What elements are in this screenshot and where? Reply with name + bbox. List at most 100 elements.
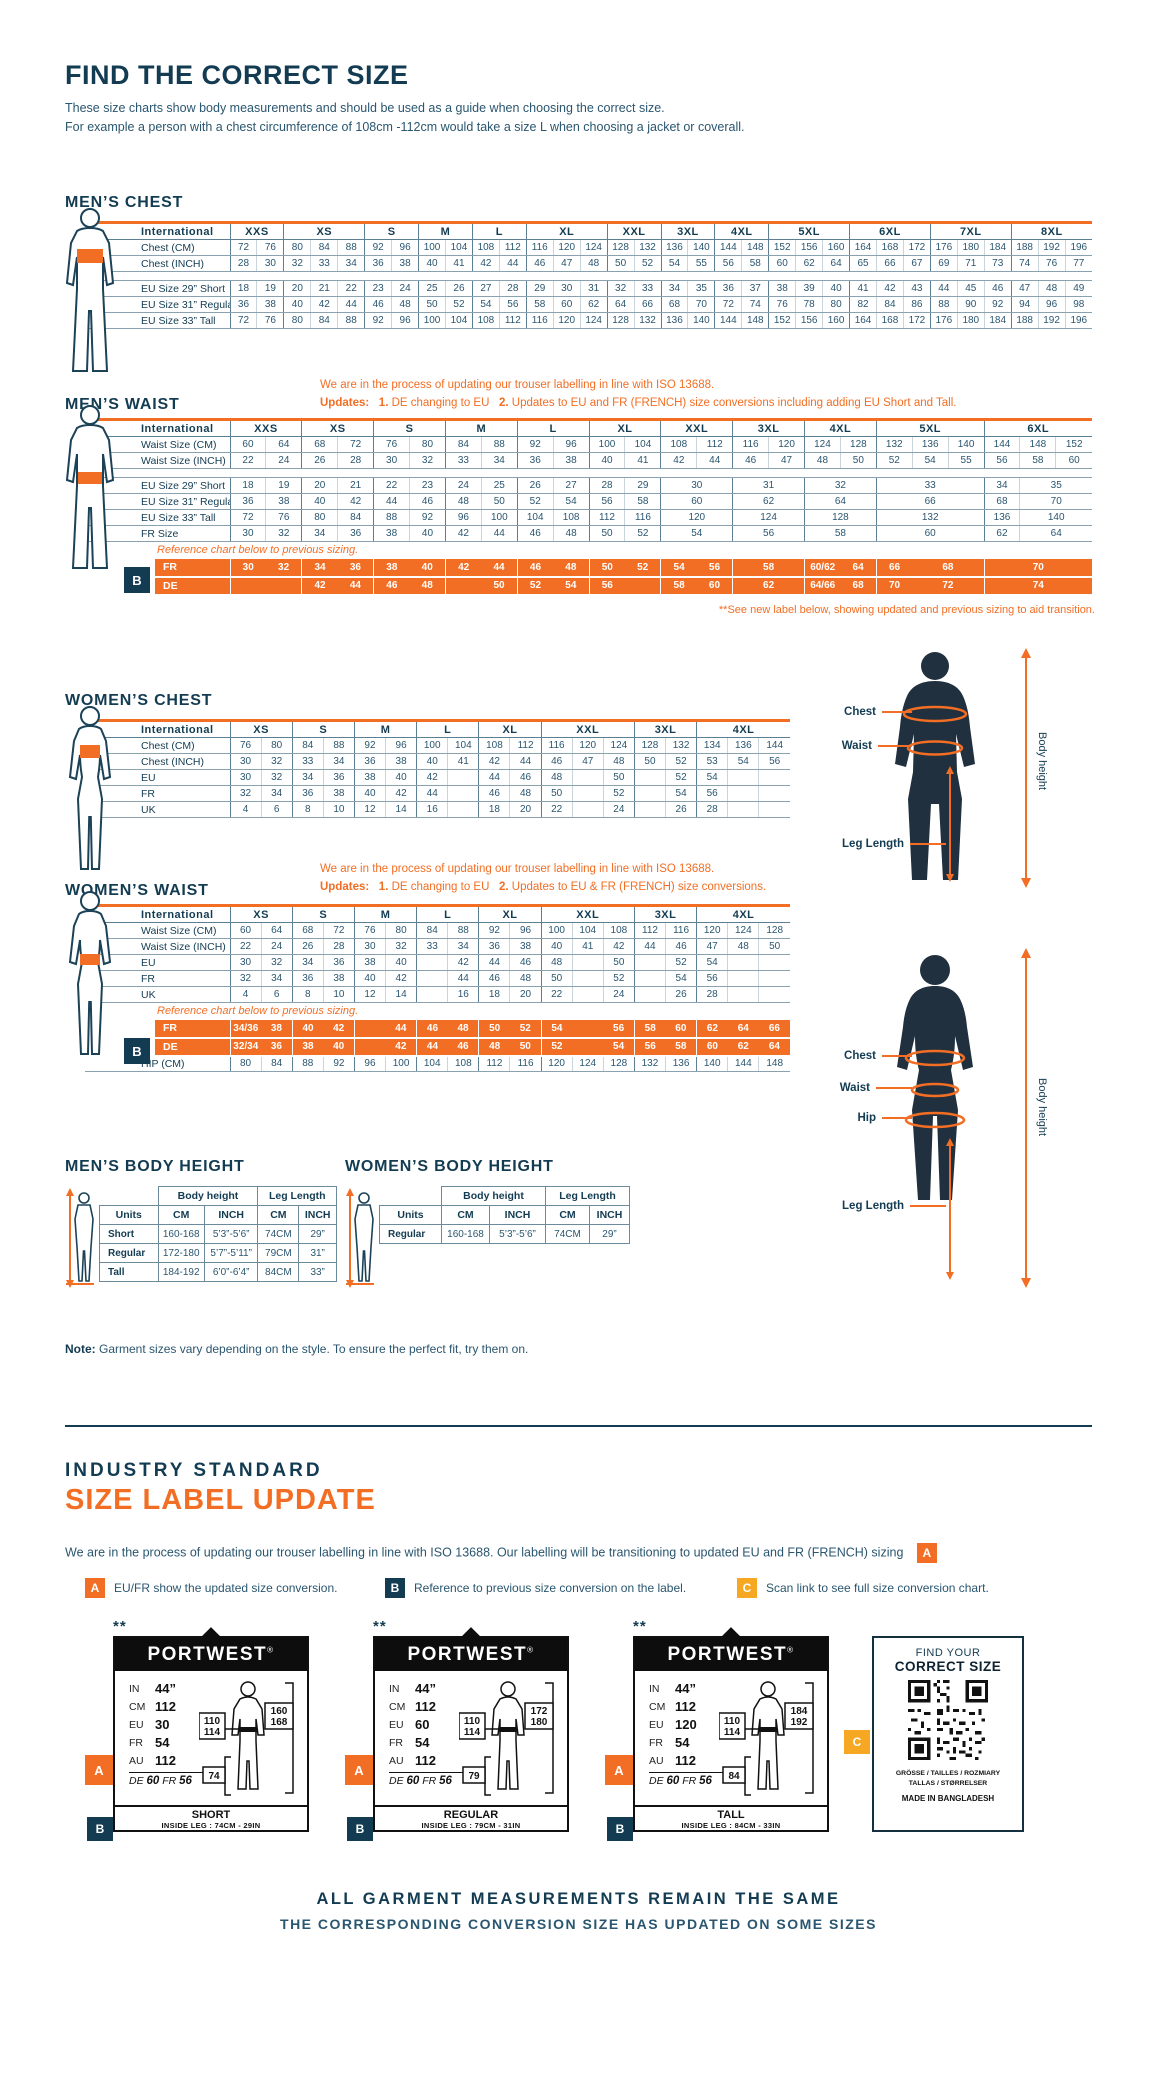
fit-name: TALL [717, 1809, 745, 1821]
c-badge-card: C [844, 1730, 870, 1754]
size-group-header: XL [478, 720, 542, 738]
gap-row [85, 271, 1092, 281]
size-cell: 53 [696, 753, 728, 770]
size-cell: 40 [283, 296, 311, 313]
qr-code [908, 1680, 988, 1760]
size-cell: 54 [660, 558, 697, 578]
svg-text:110: 110 [464, 1716, 481, 1727]
size-cell: 172 [902, 312, 931, 329]
size-cell: 47 [552, 255, 581, 272]
size-cell: 34 [337, 255, 365, 272]
size-cell: 128 [633, 737, 666, 754]
size-row-label: Chest (INCH) [85, 753, 230, 770]
height-data-row: Short 160-168 5’3”-5’6” 74CM 29” [99, 1224, 337, 1244]
mens-body-height-table-mount: Body height Leg Length Units CM INCH CM INCH Sh… [99, 1186, 337, 1282]
size-cell [633, 801, 666, 818]
size-cell: 33 [291, 753, 324, 770]
unit-header: INCH [489, 1205, 546, 1225]
size-cell: 84 [444, 436, 482, 453]
size-cell: 42 [660, 452, 697, 469]
size-cell: 56 [603, 1019, 635, 1039]
size-cell: 54 [727, 753, 759, 770]
size-cell: 148 [758, 1055, 790, 1072]
size-cell: 36 [291, 970, 324, 987]
size-cell: 116 [525, 239, 554, 256]
size-group-header: 4XL [696, 905, 790, 923]
size-cell: 68 [301, 436, 338, 453]
size-cell: 50 [633, 753, 666, 770]
height-cell: 5’3”-5’6” [203, 1224, 259, 1244]
size-cell: 32 [265, 558, 302, 578]
size-cell: 55 [947, 452, 985, 469]
man-leg-length-label: Leg Length [842, 838, 904, 850]
size-cell: 80 [409, 436, 446, 453]
size-cell: 140 [696, 1055, 728, 1072]
size-cell: 50 [839, 452, 877, 469]
size-cell: 24 [602, 801, 635, 818]
size-cell: 184 [983, 239, 1012, 256]
size-cell [758, 970, 790, 987]
size-cell: 44 [633, 938, 666, 955]
size-cell: 116 [525, 312, 554, 329]
size-cell: 52 [516, 576, 554, 596]
size-cell: 50 [481, 576, 518, 596]
size-cell: 34 [260, 970, 293, 987]
size-cell: 32 [804, 477, 877, 494]
size-cell: 19 [256, 280, 284, 297]
size-cell: 52 [665, 954, 697, 971]
size-cell: 136 [983, 509, 1020, 526]
size-cell: 70 [983, 558, 1092, 578]
size-cell: 40 [588, 452, 625, 469]
size-cell: 8 [291, 801, 324, 818]
see-new-label-note: **See new label below, showing updated a… [718, 604, 1095, 616]
size-group-header: M [444, 419, 518, 437]
size-cell: 56 [696, 970, 728, 987]
size-cell: 80 [822, 296, 850, 313]
size-cell: 38 [322, 970, 355, 987]
size-cell: 152 [768, 239, 796, 256]
size-cell: 54 [540, 1019, 573, 1039]
size-cell: 112 [478, 1055, 510, 1072]
size-cell: 40 [385, 954, 417, 971]
size-cell: 54 [660, 255, 688, 272]
section-divider [65, 1425, 1092, 1427]
size-cell: 100 [480, 509, 518, 526]
size-cell: 46 [409, 493, 446, 510]
size-row-label: Chest (CM) [85, 737, 230, 754]
size-cell [447, 801, 479, 818]
size-cell: 92 [409, 509, 446, 526]
size-cell: 80 [229, 1055, 262, 1072]
size-cell: 176 [929, 239, 958, 256]
label-size-row: EU 120 [649, 1717, 697, 1732]
size-cell: 14 [385, 801, 417, 818]
size-cell: 94 [1010, 296, 1039, 313]
size-cell: 52 [602, 785, 635, 802]
size-cell [758, 954, 790, 971]
woman-hip-label: Hip [857, 1112, 876, 1124]
size-group-header: 4XL [696, 720, 790, 738]
size-cell: 31 [732, 477, 805, 494]
size-cell: 92 [983, 296, 1012, 313]
size-cell: 64 [260, 922, 293, 939]
garment-label-card: PORTWEST® A B IN 44” CM 112 EU 120 FR 54 AU 112 DE 60… [605, 1627, 829, 1841]
size-cell: 192 [1037, 239, 1066, 256]
man-waist-label: Waist [841, 740, 872, 752]
body-height-group-header: Body height [157, 1186, 259, 1206]
height-cell: 74CM [257, 1224, 300, 1244]
height-cell: 33” [298, 1262, 337, 1282]
size-cell: 80 [385, 922, 417, 939]
size-cell: 108 [471, 239, 500, 256]
size-cell: 24 [444, 477, 482, 494]
size-cell: 42 [447, 954, 479, 971]
size-cell: 36 [714, 280, 742, 297]
size-cell: 38 [552, 452, 590, 469]
size-cell: 176 [929, 312, 958, 329]
size-cell: 104 [445, 239, 473, 256]
size-cell: 56 [983, 452, 1020, 469]
size-cell: 26 [665, 986, 697, 1003]
size-cell: 116 [732, 436, 769, 453]
size-cell: 100 [385, 1055, 417, 1072]
size-cell: 48 [727, 938, 759, 955]
reference-note: Reference chart below to previous sizing… [157, 1005, 359, 1018]
